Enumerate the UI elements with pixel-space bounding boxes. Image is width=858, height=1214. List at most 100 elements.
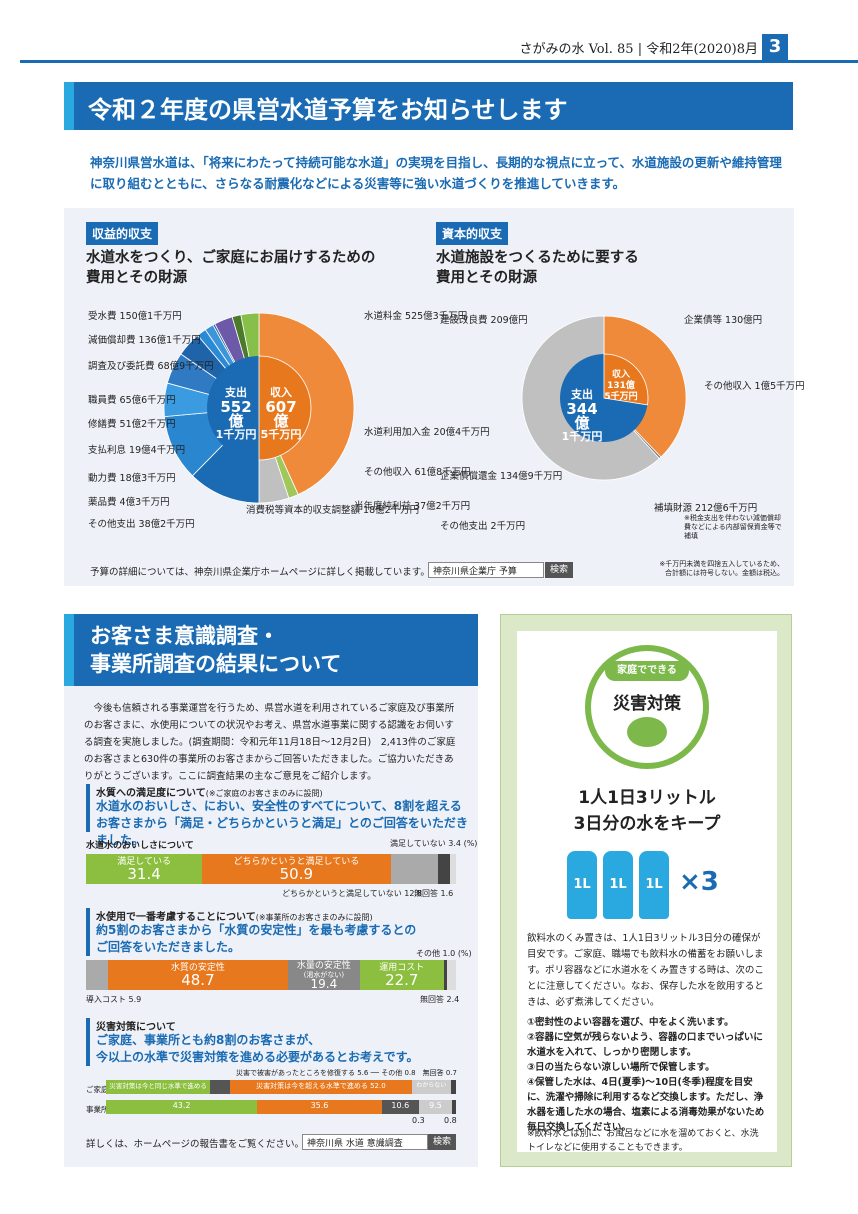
section1-intro: 神奈川県営水道は、「将来にわたって持続可能な水道」の実現を目指し、長期的な視点に…: [90, 155, 782, 191]
q1-note-na: 無回答 1.6: [414, 889, 454, 898]
q3-top: 災害で被害があったところを修復する 5.6 ── その他 0.8 無回答 0.7: [236, 1069, 457, 1077]
badge-top: 家庭でできる: [605, 661, 689, 681]
bottle-icon: 1L: [567, 851, 597, 919]
right-label: その他収入 1億5千万円: [704, 381, 805, 392]
search-box-budget[interactable]: 神奈川県企業庁 予算: [428, 562, 544, 578]
right-title1: 水道施設をつくるために要する: [436, 250, 639, 266]
q1-bar-label: 水道水のおいしさについて: [86, 841, 194, 851]
left-label: 消費税等資本的収支調整額 18億2千万円: [246, 505, 420, 516]
disaster-note: ※飲料水とは別に、お風呂などに水を溜めておくと、水洗トイレなどに使用することもで…: [527, 1129, 759, 1153]
disaster-item: ②容器に空気が残らないよう、容器の口までいっぱいに水道水を入れて、しっかり密閉し…: [527, 1032, 763, 1058]
q2-blue1: 約5割のお客さまから「水質の安定性」を最も考慮するとの: [96, 923, 417, 937]
q3-row2: 事業所: [86, 1105, 109, 1114]
survey-panel: 今後も信頼される事業運営を行うため、県営水道を利用されているご家庭及び事業所のお…: [64, 686, 478, 1167]
left-title2: 費用とその財源: [86, 270, 188, 286]
right-title2: 費用とその財源: [436, 270, 538, 286]
right-in-center: 収入 131億 5千万円: [604, 370, 638, 402]
q1-seg-somewhat: どちらかというと満足している 50.9: [202, 854, 391, 884]
disaster-item: ①密封性のよい容器を選び、中をよく洗います。: [527, 1017, 734, 1028]
bottle-icon: 1L: [639, 851, 669, 919]
q2-other: その他 1.0 (%): [416, 949, 472, 958]
q1-note-bot: どちらかというと満足していない 12.8: [282, 889, 423, 898]
left-label: 調査及び委託費 68億9千万円: [88, 361, 214, 372]
q3-bar-home: 災害対策は今と同じ水準で進める 29.8 災害対策は今を超える水準で進める 52…: [106, 1080, 456, 1094]
left-label: その他収入 61億8千万円: [364, 467, 471, 478]
left-label: その他支出 38億2千万円: [88, 519, 195, 530]
right-note2: ※千万円未満を四捨五入しているため、合計額には符号しない。金額は税込。: [659, 560, 784, 577]
bottles: 1L 1L 1L ×3: [567, 845, 767, 925]
disaster-panel: 家庭でできる 災害対策 1人1日3リットル 3日分の水をキープ 1L 1L 1L ×3…: [500, 614, 792, 1167]
left-title1: 水道水をつくり、ご家庭にお届けするための: [86, 250, 376, 266]
q2-seg-quantity: 水量の安定性 (渇水がない) 19.4: [288, 960, 360, 990]
left-label: 薬品費 4億3千万円: [88, 497, 170, 508]
section1-title: 令和２年度の県営水道予算をお知らせします: [88, 96, 568, 124]
q2-seg-quality: 水質の安定性 48.7: [107, 960, 289, 990]
survey-detail: 詳しくは、ホームページの報告書をご覧ください。: [86, 1139, 305, 1150]
section2-title-bar: お客さま意識調査・事業所調査の結果について: [64, 614, 478, 686]
left-label: 支払利息 19億4千万円: [88, 445, 186, 456]
left-label: 減価償却費 136億1千万円: [88, 335, 201, 346]
right-out-center: 支出 344億 1千万円: [561, 388, 603, 443]
disaster-h2: 3日分の水をキープ: [573, 814, 721, 834]
disaster-p1: 飲料水のくみ置きは、1人1日3リットル3日分の確保が目安です。ご家庭、職場でも飲…: [527, 933, 764, 1008]
survey-body: 今後も信頼される事業運営を行うため、県営水道を利用されているご家庭及び事業所のお…: [84, 703, 456, 782]
section2-title2: 事業所調査の結果について: [90, 652, 342, 676]
search-button-survey[interactable]: 検索: [428, 1134, 456, 1150]
left-label: 受水費 150億1千万円: [88, 311, 182, 322]
left-label: 水道利用加入金 20億4千万円: [364, 427, 490, 438]
q2-intro: 導入コスト 5.9: [86, 995, 142, 1004]
search-button-budget[interactable]: 検索: [545, 562, 573, 578]
search-box-survey[interactable]: 神奈川県 水道 意識調査: [302, 1134, 428, 1150]
q3-bot1: 0.3: [412, 1116, 425, 1125]
left-out-center: 支出 552億 1千万円: [215, 386, 257, 441]
q1-title: 水質への満足度について(※ご家庭のお客さまのみに設問): [96, 788, 323, 799]
disaster-item: ④保管した水は、4日(夏季)～10日(冬季)程度を目安に、洗濯や掃除に利用するな…: [527, 1077, 765, 1133]
q2-na: 無回答 2.4: [420, 995, 460, 1004]
right-label: 補填財源 212億6千万円: [654, 503, 758, 514]
q2-title: 水使用で一番考慮することについて(※事業所のお客さまのみに設問): [96, 912, 373, 923]
disaster-item: ③日の当たらない涼しい場所で保管します。: [527, 1062, 715, 1073]
disaster-h1: 1人1日3リットル: [578, 788, 716, 808]
badge-title: 災害対策: [613, 694, 681, 714]
left-label: 当年度純利益 37億2千万円: [354, 501, 471, 512]
right-label: 企業債等 130億円: [684, 315, 763, 326]
badge-circle: 家庭でできる 災害対策: [585, 645, 709, 769]
q3-blue1: ご家庭、事業所とも約8割のお客さまが、: [96, 1033, 321, 1047]
right-label: 企業債償還金 134億9千万円: [440, 471, 563, 482]
q1-bar: 満足している 31.4 どちらかというと満足している 50.9: [86, 854, 456, 884]
right-center-in: [603, 353, 649, 406]
q1-seg-satisfied: 満足している 31.4: [86, 854, 203, 884]
left-tag: 収益的収支: [86, 222, 159, 245]
q1-note-top: 満足していない 3.4 (%): [390, 839, 478, 848]
q1-blue1: 水道水のおいしさ、におい、安全性のすべてについて、8割を超える: [96, 799, 462, 813]
right-donut: [521, 315, 687, 481]
left-center-in: [258, 355, 312, 461]
q1-blue2: お客さまから「満足・どちらかというと満足」とのご回答をいただきました。: [96, 816, 468, 847]
budget-charts-svg: [163, 312, 687, 504]
q3-title: 災害対策について: [96, 1022, 176, 1033]
q2-blue2: ご回答をいただきました。: [96, 940, 241, 954]
kappa-icon: [627, 717, 667, 747]
budget-panel: 収益的収支 水道水をつくり、ご家庭にお届けするための 費用とその財源 資本的収支…: [64, 208, 805, 586]
left-label: 修繕費 51億2千万円: [88, 419, 176, 430]
page-number: 3: [762, 34, 788, 60]
disaster-items: ①密封性のよい容器を選び、中をよく洗います。 ②容器に空気が残らないよう、容器の口…: [527, 1015, 767, 1135]
header-text: さがみの水 Vol. 85 | 令和2年(2020)8月: [519, 42, 758, 57]
left-label: 水道料金 525億3千万円: [364, 311, 468, 322]
q2-bar: 水質の安定性 48.7 水量の安定性 (渇水がない) 19.4 運用コスト 22.7: [86, 960, 456, 990]
detail-text: 予算の詳細については、神奈川県企業庁ホームページに詳しく掲載しています。: [90, 567, 430, 578]
q3-blue2: 今以上の水準で災害対策を進める必要があるとお考えです。: [96, 1050, 419, 1064]
left-label: 職員費 65億6千万円: [88, 395, 176, 406]
right-tag: 資本的収支: [436, 222, 509, 245]
left-in-center: 収入 607億 5千万円: [260, 386, 302, 441]
page-header: さがみの水 Vol. 85 | 令和2年(2020)8月 3: [0, 0, 858, 63]
right-label: その他支出 2千万円: [440, 521, 526, 532]
q2-seg-cost: 運用コスト 22.7: [359, 960, 444, 990]
right-label: 建設改良費 209億円: [440, 315, 528, 326]
bottle-icon: 1L: [603, 851, 633, 919]
q3-row1: ご家庭: [86, 1085, 109, 1094]
q3-bot2: 0.8: [444, 1116, 457, 1125]
left-label: 動力費 18億3千万円: [88, 473, 176, 484]
left-donut: [163, 312, 355, 504]
section2-title1: お客さま意識調査・: [90, 624, 279, 648]
